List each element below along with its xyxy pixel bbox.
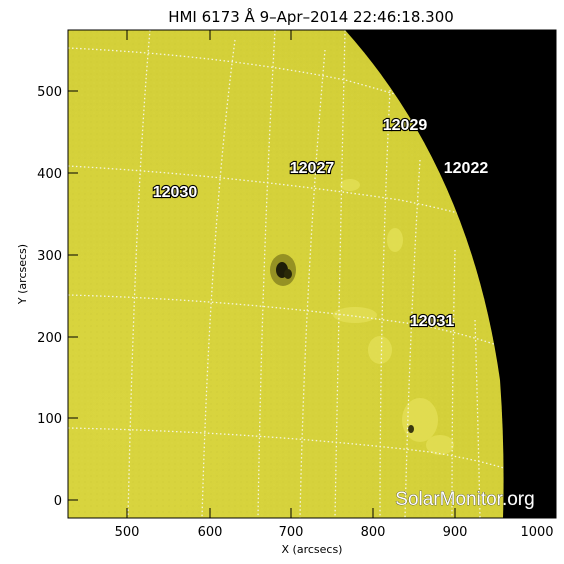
x-tick-1000: 1000 [520, 525, 553, 540]
plot-area: 12029 12027 12022 12030 12031 SolarMonit… [68, 30, 556, 518]
sunspot-large [270, 254, 296, 286]
y-tick-400: 400 [37, 167, 62, 182]
y-tick-0: 0 [54, 494, 62, 509]
x-axis-label: X (arcsecs) [282, 543, 343, 556]
region-label-12030: 12030 [153, 184, 198, 201]
x-axis [126, 30, 538, 518]
x-tick-900: 900 [443, 525, 468, 540]
watermark: SolarMonitor.org [395, 489, 534, 510]
x-tick-500: 500 [115, 525, 140, 540]
y-axis [68, 90, 556, 501]
sunspot-small [408, 425, 414, 433]
x-tick-800: 800 [361, 525, 386, 540]
image-title: HMI 6173 Å 9–Apr–2014 22:46:18.300 [168, 7, 454, 26]
y-tick-200: 200 [37, 331, 62, 346]
y-tick-500: 500 [37, 85, 62, 100]
region-label-12022: 12022 [444, 160, 489, 177]
y-tick-300: 300 [37, 249, 62, 264]
x-tick-700: 700 [279, 525, 304, 540]
region-label-12029: 12029 [383, 117, 428, 134]
region-label-12027: 12027 [290, 160, 335, 177]
coordinate-grid [68, 30, 504, 518]
y-tick-100: 100 [37, 412, 62, 427]
y-axis-label: Y (arcsecs) [16, 244, 29, 305]
region-label-12031: 12031 [410, 313, 455, 330]
x-tick-600: 600 [198, 525, 223, 540]
plot-border [67, 29, 557, 519]
